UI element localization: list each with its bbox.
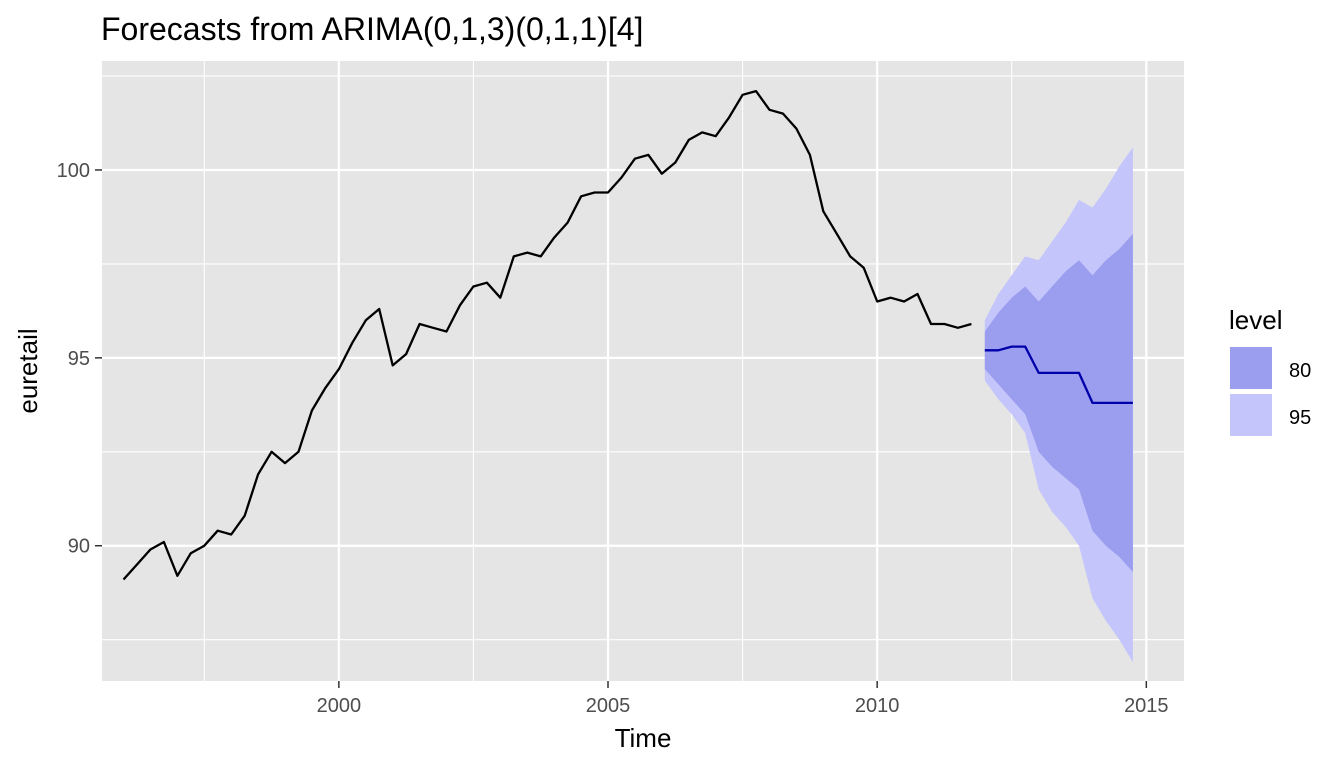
series-lines	[122, 89, 1133, 581]
x-tick-label: 2010	[855, 695, 900, 717]
y-tick-label: 100	[57, 160, 90, 182]
chart-title: Forecasts from ARIMA(0,1,3)(0,1,1)[4]	[101, 11, 643, 47]
y-axis-title: euretail	[13, 328, 43, 413]
legend-key-80	[1230, 347, 1272, 389]
x-axis-title: Time	[615, 723, 672, 753]
legend-key-95	[1230, 394, 1272, 436]
axis-ticks: 2000 2005 2010 2015 90 95 100	[57, 160, 1169, 717]
prediction-intervals	[984, 147, 1133, 663]
legend-title: level	[1229, 305, 1282, 335]
history-line	[122, 89, 972, 581]
y-tick-label: 90	[68, 536, 90, 558]
x-tick-label: 2015	[1124, 695, 1169, 717]
forecast-mean-line	[984, 345, 1133, 405]
x-tick-label: 2005	[586, 695, 631, 717]
legend: level 80 95	[1229, 305, 1311, 436]
major-gridlines	[102, 61, 1184, 681]
x-tick-label: 2000	[317, 695, 362, 717]
band-80	[984, 233, 1133, 573]
legend-label-80: 80	[1289, 360, 1311, 382]
y-tick-label: 95	[68, 348, 90, 370]
minor-gridlines	[102, 61, 1184, 681]
legend-label-95: 95	[1289, 407, 1311, 429]
